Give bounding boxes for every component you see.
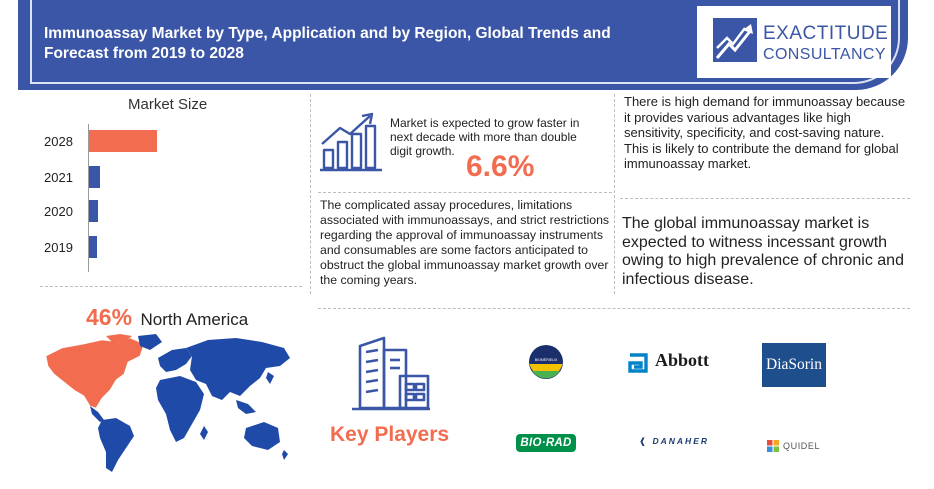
chart-bar-2028 [89, 130, 157, 152]
chart-year-label: 2019 [44, 240, 73, 255]
danaher-mark-icon: ❰ [639, 436, 649, 446]
brand-logo: EXACTITUDE CONSULTANCY [697, 6, 891, 78]
divider-players [318, 308, 910, 309]
chart-bar-2019 [89, 236, 97, 258]
abbott-logo: Abbott [627, 350, 727, 374]
divider-growth [318, 192, 612, 193]
growth-text: Market is expected to grow faster in nex… [390, 116, 580, 158]
region-share-percent: 46% [86, 304, 133, 330]
chart-bar-2020 [89, 200, 98, 222]
quidel-logo-text: QUIDEL [783, 441, 821, 451]
quidel-mark-icon [767, 440, 779, 452]
cagr-value: 6.6% [466, 150, 535, 183]
growth-chart-icon [320, 112, 382, 172]
biorad-logo: BIO·RAD [516, 434, 576, 452]
prevalence-text: The global immunoassay market is expecte… [622, 215, 904, 288]
header: Immunoassay Market by Type, Application … [0, 0, 934, 90]
chart-year-label: 2021 [44, 170, 73, 185]
divider-vertical-right [614, 94, 615, 294]
region-share: 46% North America [86, 304, 248, 331]
world-map-icon [45, 334, 290, 472]
header-frame [30, 0, 900, 84]
biomerieux-logo: BIOMÉRIEUX [529, 345, 563, 379]
abbott-mark-icon [628, 353, 648, 373]
building-icon [352, 336, 430, 411]
biomerieux-logo-text: BIOMÉRIEUX [535, 357, 558, 362]
chart-year-label: 2028 [44, 134, 73, 149]
abbott-logo-text: Abbott [655, 350, 710, 370]
region-share-name: North America [140, 310, 249, 329]
danaher-logo: ❰ DANAHER [639, 436, 709, 447]
divider-vertical-left [310, 94, 311, 294]
key-players-label: Key Players [330, 423, 450, 446]
chart-title: Market Size [128, 96, 208, 113]
demand-text: There is high demand for immunoassay bec… [624, 94, 906, 171]
danaher-logo-text: DANAHER [652, 436, 709, 446]
chart-axis [88, 124, 89, 272]
chart-year-label: 2020 [44, 204, 73, 219]
brand-logo-line2: CONSULTANCY [763, 46, 886, 63]
divider-chart [40, 286, 302, 287]
brand-logo-line1: EXACTITUDE [763, 23, 889, 44]
diasorin-logo: DiaSorin [762, 343, 826, 387]
brand-logo-mark-icon [713, 18, 757, 62]
chart-bar-2021 [89, 166, 100, 188]
restraint-text: The complicated assay procedures, limita… [320, 198, 610, 287]
divider-demand [620, 198, 910, 199]
page-title: Immunoassay Market by Type, Application … [44, 25, 611, 62]
